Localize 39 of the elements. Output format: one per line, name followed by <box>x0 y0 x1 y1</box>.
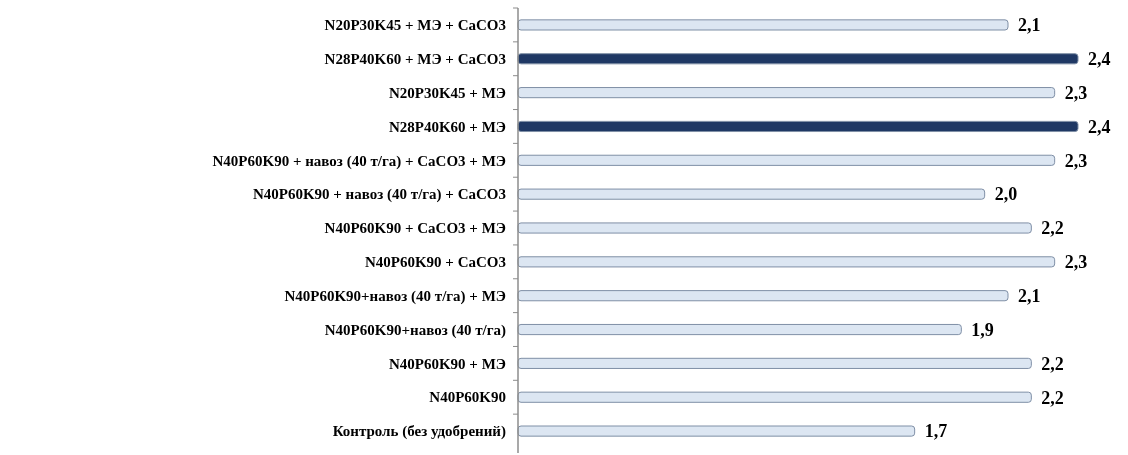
bar <box>517 290 1009 302</box>
data-label: 2,4 <box>1088 116 1111 137</box>
data-label: 2,2 <box>1041 218 1064 239</box>
bar <box>517 19 1009 31</box>
bar <box>517 120 1079 133</box>
bar <box>517 222 1032 234</box>
y-tick-label: Контроль (без удобрений) <box>332 423 506 441</box>
data-label: 2,3 <box>1064 82 1088 103</box>
bar <box>517 87 1056 99</box>
y-tick-label: N40P60K90 + навоз (40 т/га) + CaCO3 + МЭ <box>212 152 506 170</box>
data-label: 2,3 <box>1064 150 1088 171</box>
bar <box>517 256 1056 268</box>
bar <box>517 425 916 437</box>
y-tick-label: N40P60K90 + МЭ <box>388 355 506 372</box>
bar <box>517 154 1056 166</box>
y-tick-label: N40P60K90 + CaCO3 <box>364 254 506 271</box>
y-tick-label: N40P60K90+навоз (40 т/га) + МЭ <box>284 287 506 305</box>
data-label: 1,9 <box>971 319 994 340</box>
data-label: 1,7 <box>924 421 948 442</box>
bar <box>517 188 986 200</box>
y-tick-label: N40P60K90 + CaCO3 + МЭ <box>324 220 506 237</box>
y-tick-label: N40P60K90+навоз (40 т/га) <box>324 321 506 339</box>
data-label: 2,2 <box>1041 353 1064 374</box>
y-tick-label: N40P60K90 <box>429 389 506 406</box>
y-tick-label: N20P30K45 + МЭ + CaCO3 <box>324 17 506 34</box>
bar <box>517 323 962 336</box>
bar <box>517 357 1032 369</box>
y-tick-label: N28P40K60 + МЭ <box>388 118 506 135</box>
bar <box>517 53 1079 65</box>
y-tick-label: N28P40K60 + МЭ + CaCO3 <box>324 51 506 68</box>
data-label: 2,1 <box>1018 285 1041 306</box>
data-label: 2,2 <box>1041 387 1064 408</box>
data-label: 2,3 <box>1064 252 1088 273</box>
bar <box>517 391 1032 403</box>
data-label: 2,0 <box>994 184 1018 205</box>
y-tick-label: N40P60K90 + навоз (40 т/га) + CaCO3 <box>252 186 506 204</box>
data-label: 2,1 <box>1018 15 1041 36</box>
y-tick-label: N20P30K45 + МЭ <box>388 84 506 101</box>
data-label: 2,4 <box>1088 49 1111 70</box>
